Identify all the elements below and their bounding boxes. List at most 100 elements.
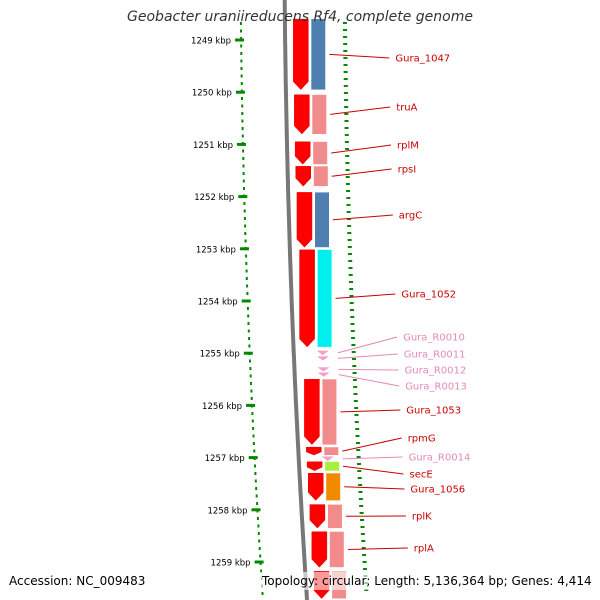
- inner-guide-dash: [343, 78, 348, 80]
- inner-guide-dash: [343, 85, 348, 87]
- rna-marker: [317, 367, 330, 372]
- scale-tick-label: 1251 kbp: [193, 141, 233, 151]
- guide-dot: [249, 374, 252, 378]
- map-title: Geobacter uraniireducens Rf4, complete g…: [127, 9, 473, 25]
- feature-label: rplK: [412, 512, 432, 523]
- guide-dot: [241, 112, 244, 115]
- inner-guide-dash: [351, 351, 356, 353]
- cog-block: [325, 461, 340, 471]
- label-connector: [337, 353, 398, 359]
- guide-dot: [254, 464, 256, 468]
- label-connector: [337, 336, 398, 354]
- feature-label: Gura_R0012: [405, 366, 467, 377]
- inner-guide-dash: [361, 540, 366, 542]
- inner-guide-dash: [355, 442, 360, 444]
- guide-dot: [242, 172, 245, 175]
- feature-label: rpmG: [408, 434, 436, 445]
- inner-guide-dash: [352, 372, 357, 374]
- guide-dot: [242, 179, 245, 183]
- inner-guide-dash: [360, 526, 365, 528]
- cog-block: [312, 94, 327, 134]
- cds-arrow: [296, 192, 313, 248]
- guide-dot: [248, 344, 251, 348]
- guide-dot: [251, 419, 254, 423]
- inner-guide-dash: [343, 71, 348, 73]
- inner-guide-dash: [352, 379, 357, 381]
- label-connector: [344, 486, 405, 490]
- inner-guide-dash: [350, 323, 355, 325]
- guide-dot: [255, 494, 258, 498]
- guide-dot: [242, 149, 245, 153]
- guide-dot: [244, 224, 247, 228]
- inner-guide-dash: [356, 449, 361, 451]
- guide-dot: [245, 262, 248, 265]
- guide-dot: [252, 434, 255, 438]
- label-connector: [342, 437, 402, 452]
- inner-guide-dash: [353, 386, 358, 388]
- guide-dot: [246, 284, 249, 288]
- cog-block: [313, 141, 328, 165]
- guide-dot: [257, 524, 260, 528]
- inner-guide-dash: [360, 533, 365, 535]
- inner-guide-dash: [345, 162, 350, 164]
- cds-arrow: [307, 473, 324, 501]
- feature-label: Gura_R0011: [404, 350, 466, 361]
- feature-label: rplM: [397, 141, 419, 152]
- guide-dot: [255, 487, 258, 490]
- inner-guide-dash: [344, 106, 349, 108]
- inner-guide-dash: [348, 274, 353, 276]
- cds-arrow: [306, 461, 323, 471]
- guide-dot: [252, 427, 255, 430]
- scale-tick-label: 1249 kbp: [191, 37, 231, 47]
- scale-tick-label: 1259 kbp: [211, 559, 251, 569]
- cog-block: [326, 473, 341, 501]
- inner-guide-dash: [343, 57, 348, 59]
- inner-guide-dash: [357, 470, 362, 472]
- inner-guide-dash: [360, 519, 364, 521]
- inner-guide-dash: [349, 288, 354, 290]
- guide-dot: [241, 97, 243, 100]
- inner-guide-dash: [359, 505, 364, 507]
- rna-marker: [316, 350, 329, 356]
- guide-dot: [250, 389, 253, 393]
- feature-label: Gura_1047: [395, 54, 450, 65]
- scale-tick-label: 1255 kbp: [200, 350, 240, 360]
- inner-guide-dash: [345, 148, 350, 150]
- inner-guide-dash: [347, 225, 352, 227]
- guide-dot: [243, 202, 246, 205]
- inner-guide-dash: [343, 92, 348, 94]
- label-connector: [331, 144, 392, 154]
- inner-guide-dash: [361, 547, 366, 549]
- cog-block: [322, 379, 337, 445]
- inner-guide-dash: [349, 281, 353, 283]
- feature-label: Gura_1052: [401, 290, 456, 301]
- inner-guide-dash: [357, 463, 361, 465]
- cds-arrow: [294, 141, 311, 165]
- guide-dot: [256, 517, 259, 520]
- feature-label: Gura_R0013: [405, 382, 467, 393]
- scale-tick: [235, 38, 245, 42]
- inner-guide-dash: [344, 120, 349, 122]
- guide-dot: [247, 314, 250, 318]
- cog-block: [317, 249, 332, 347]
- guide-dot: [253, 449, 256, 453]
- feature-label: Gura_R0014: [409, 453, 471, 464]
- inner-guide-dash: [343, 43, 348, 45]
- guide-dot: [254, 479, 257, 483]
- guide-dot: [246, 307, 249, 310]
- label-connector: [340, 409, 401, 413]
- cds-arrow: [294, 94, 310, 135]
- cds-arrow: [309, 504, 326, 529]
- scale-tick: [235, 90, 245, 94]
- inner-guide-dash: [358, 491, 363, 493]
- inner-guide-dash: [345, 155, 350, 157]
- guide-dot: [242, 164, 245, 168]
- scale-tick-label: 1256 kbp: [202, 402, 242, 412]
- guide-dot: [250, 397, 253, 400]
- inner-guide-dash: [345, 176, 350, 178]
- inner-guide-dash: [352, 365, 357, 367]
- guide-dot: [244, 239, 247, 243]
- inner-guide-dash: [350, 309, 354, 311]
- inner-guide-dash: [344, 127, 349, 129]
- inner-guide-dash: [347, 232, 352, 234]
